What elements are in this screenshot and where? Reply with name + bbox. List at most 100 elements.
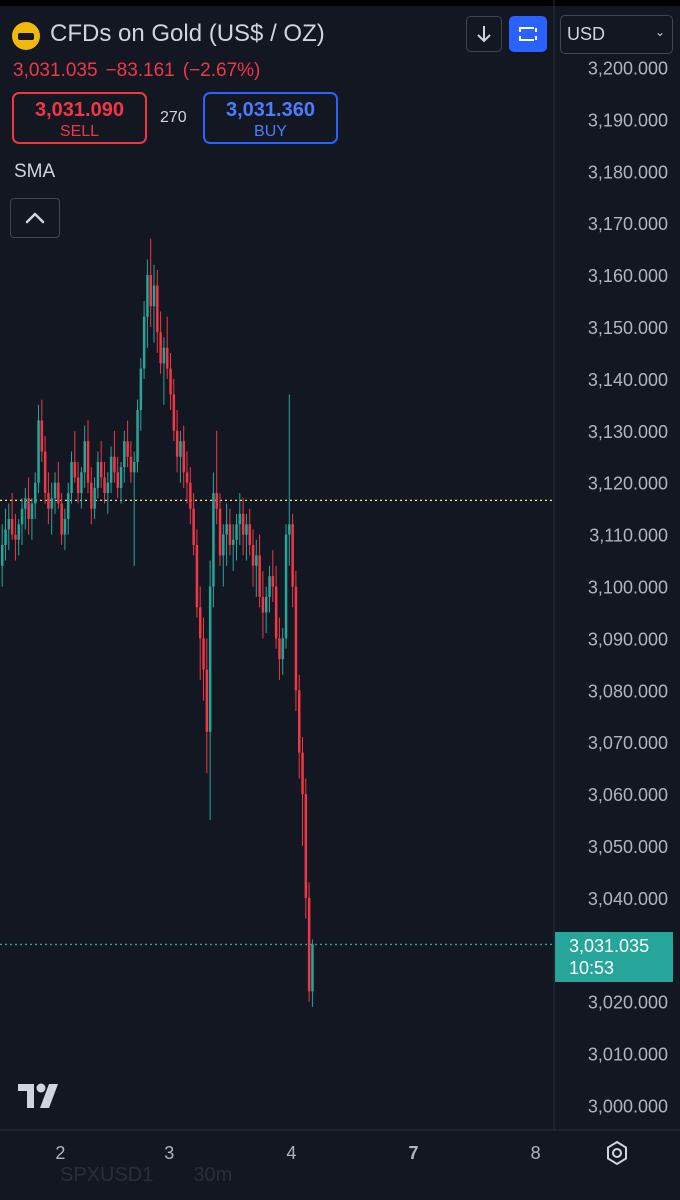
candle-body: [265, 596, 268, 613]
candle-body: [34, 482, 37, 504]
candle-body: [311, 944, 314, 992]
y-tick-label: 3,130.000: [588, 422, 668, 442]
candle-body: [248, 524, 251, 545]
candle-body: [80, 472, 83, 494]
candle-body: [228, 524, 232, 545]
y-tick-label: 3,150.000: [588, 318, 668, 338]
candle-body: [37, 420, 40, 483]
candle-body: [301, 752, 304, 795]
candle-body: [235, 524, 238, 540]
chevron-down-icon: ⌄: [654, 25, 665, 39]
candle-body: [10, 519, 14, 535]
y-tick-label: 3,050.000: [588, 837, 668, 857]
y-tick-label: 3,120.000: [588, 474, 668, 494]
candle-body: [307, 897, 311, 992]
sell-button[interactable]: 3,031.090 SELL: [12, 92, 147, 144]
candle-body: [129, 456, 133, 473]
candle-body: [63, 519, 67, 535]
last-price-tag: 3,031.035 10:53: [555, 932, 673, 982]
candle-body: [90, 482, 93, 509]
download-icon: [477, 26, 491, 43]
buy-price: 3,031.360: [226, 99, 315, 121]
candle-body: [222, 534, 225, 556]
candle-body: [30, 503, 34, 520]
candle-body: [14, 534, 17, 540]
candle-body: [17, 524, 20, 540]
candle-body: [212, 493, 215, 587]
candle-body: [136, 410, 139, 462]
x-tick-label: 3: [164, 1143, 174, 1163]
candle-body: [255, 555, 258, 566]
last-price-tag-value: 3,031.035: [569, 936, 650, 956]
y-tick-label: 3,110.000: [589, 526, 668, 546]
x-axis: 2 3 4 7 8: [55, 1143, 540, 1163]
candle-body: [139, 368, 143, 411]
download-button[interactable]: [466, 16, 502, 52]
candle-body: [76, 477, 80, 494]
candle-body: [50, 498, 53, 509]
candle-body: [261, 596, 265, 613]
candle-body: [86, 441, 90, 483]
indicator-label[interactable]: SMA: [14, 161, 56, 182]
candle-body: [67, 493, 70, 520]
currency-value: USD: [567, 24, 606, 44]
candle-body: [70, 461, 73, 494]
y-tick-label: 3,180.000: [588, 162, 668, 182]
candle-body: [258, 555, 261, 597]
buy-button[interactable]: 3,031.360 BUY: [203, 92, 338, 144]
y-tick-label: 3,160.000: [588, 266, 668, 286]
candle-body: [182, 441, 185, 473]
currency-select[interactable]: USD ⌄: [560, 15, 673, 54]
candle-body: [60, 503, 63, 535]
refresh-button[interactable]: [509, 16, 547, 52]
candle-body: [281, 638, 284, 660]
candle-body: [24, 498, 27, 509]
x-tick-label: 2: [55, 1143, 65, 1163]
candle-body: [57, 482, 60, 504]
candle-body: [40, 420, 44, 452]
y-tick-label: 3,100.000: [588, 578, 668, 598]
candle-body: [218, 508, 222, 556]
candle-body: [156, 285, 159, 333]
candle-body: [4, 529, 7, 545]
tradingview-logo: [18, 1083, 58, 1108]
x-tick-label: 7: [408, 1143, 418, 1163]
y-tick-label: 3,080.000: [588, 681, 668, 701]
y-tick-label: 3,020.000: [588, 993, 668, 1013]
sell-label: SELL: [59, 123, 100, 140]
y-tick-label: 3,000.000: [588, 1097, 668, 1117]
candle-body: [113, 456, 116, 473]
collapse-indicators-button[interactable]: [10, 198, 60, 238]
candle-body: [47, 493, 50, 509]
x-tick-label: 4: [286, 1143, 296, 1163]
symbol-title[interactable]: CFDs on Gold (US$ / OZ): [50, 20, 325, 47]
candle-body: [169, 368, 172, 395]
y-tick-label: 3,070.000: [588, 733, 668, 753]
candle-body: [152, 285, 156, 307]
candle-body: [149, 275, 152, 307]
gold-logo-icon: [12, 22, 40, 50]
candle-body: [298, 690, 301, 753]
top-strip: [0, 0, 680, 6]
chevron-up-icon: [25, 212, 45, 224]
candle-body: [271, 576, 275, 587]
candle-body: [73, 461, 77, 478]
candle-body: [96, 461, 100, 488]
candles: [1, 238, 314, 1007]
settings-icon[interactable]: [604, 1140, 630, 1166]
candle-body: [53, 482, 57, 499]
y-tick-label: 3,200.000: [588, 59, 668, 79]
candle-body: [241, 513, 245, 535]
last-price: 3,031.035: [13, 60, 98, 81]
candle-body: [291, 524, 294, 587]
candle-body: [1, 544, 4, 566]
bar-countdown: 10:53: [569, 958, 615, 978]
spread-value: 270: [160, 109, 187, 126]
candle-body: [172, 394, 176, 431]
candle-body: [100, 461, 103, 478]
candle-body: [20, 508, 24, 525]
candle-body: [278, 638, 281, 660]
candle-body: [119, 467, 123, 488]
x-tick-label: 8: [531, 1143, 541, 1163]
